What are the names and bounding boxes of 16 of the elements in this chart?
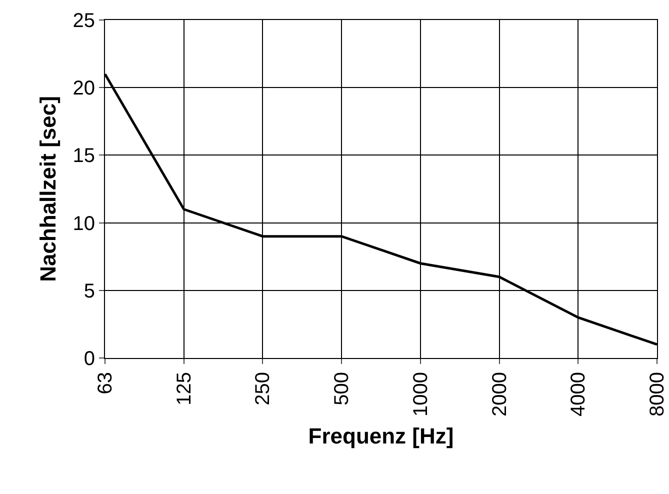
y-tick-label: 15	[72, 145, 95, 168]
y-tick-label: 10	[72, 212, 95, 235]
x-tick-label: 8000	[646, 372, 668, 416]
x-tick-label: 500	[331, 372, 354, 406]
x-tick-label: 1000	[410, 372, 432, 416]
x-tick-label: 4000	[568, 372, 590, 416]
y-tick-label: 25	[72, 10, 95, 32]
y-tick-label: 5	[84, 280, 95, 302]
y-tick-label: 0	[84, 348, 95, 370]
y-tick-label: 20	[72, 78, 95, 100]
x-tick-label: 250	[252, 372, 274, 406]
y-axis-title: Nachhallzeit [sec]	[36, 96, 61, 282]
x-tick-label: 63	[94, 372, 116, 394]
x-tick-label: 125	[173, 372, 196, 406]
x-axis-title: Frequenz [Hz]	[308, 423, 454, 448]
x-tick-label: 2000	[488, 372, 511, 416]
